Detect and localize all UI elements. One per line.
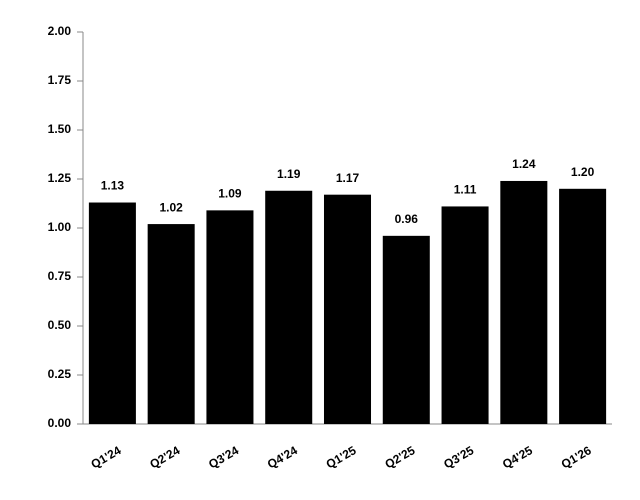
bar <box>323 194 372 424</box>
y-tick-label: 0.25 <box>48 367 72 381</box>
x-tick-label: Q3'24 <box>206 443 241 471</box>
x-tick-label: Q4'24 <box>265 443 300 471</box>
bar <box>265 190 313 424</box>
value-label: 1.17 <box>336 171 360 185</box>
x-tick-label: Q4'25 <box>500 443 535 471</box>
y-tick-label: 1.00 <box>48 220 72 234</box>
bar <box>147 224 195 424</box>
y-tick-label: 1.75 <box>48 73 72 87</box>
y-tick-label: 0.00 <box>48 416 72 430</box>
bar <box>441 206 489 424</box>
x-tick-label: Q2'24 <box>147 443 182 471</box>
value-label: 1.11 <box>454 183 477 197</box>
y-tick-label: 1.50 <box>48 122 72 136</box>
x-tick-label: Q1'24 <box>89 443 124 471</box>
value-label: 1.02 <box>159 200 183 214</box>
y-tick-label: 2.00 <box>48 24 72 38</box>
value-label: 1.13 <box>101 179 125 193</box>
bar <box>88 202 136 424</box>
bar <box>559 188 607 424</box>
y-tick-label: 0.50 <box>48 318 72 332</box>
bar <box>206 210 254 424</box>
x-tick-label: Q2'25 <box>382 443 417 471</box>
x-tick-label: Q3'25 <box>441 443 476 471</box>
y-tick-label: 1.25 <box>48 171 72 185</box>
bar <box>500 180 548 424</box>
value-label: 0.96 <box>395 212 419 226</box>
value-label: 1.09 <box>218 187 242 201</box>
x-tick-label: Q1'25 <box>324 443 359 471</box>
value-label: 1.24 <box>512 157 536 171</box>
value-label: 1.20 <box>571 165 595 179</box>
bar <box>382 235 430 424</box>
y-tick-label: 0.75 <box>48 269 72 283</box>
x-tick-label: Q1'26 <box>559 443 594 471</box>
value-label: 1.19 <box>277 167 301 181</box>
